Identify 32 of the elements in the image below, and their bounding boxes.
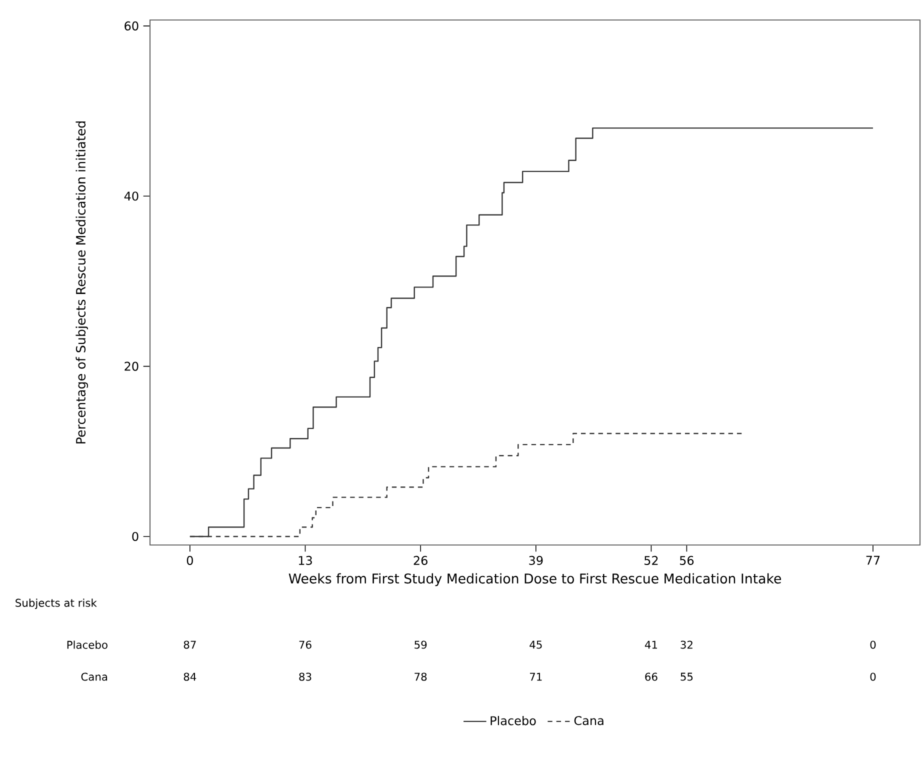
x-tick-label: 77 — [866, 556, 880, 565]
y-tick-label: 60 — [124, 21, 138, 30]
x-tick-label: 52 — [644, 556, 658, 565]
text: 84 — [184, 672, 196, 681]
x-tick-label: 26 — [414, 556, 428, 565]
text: 59 — [414, 640, 427, 649]
text: 41 — [644, 640, 658, 649]
text: 76 — [299, 640, 312, 649]
x-tick-label: 56 — [680, 556, 694, 565]
y-tick-label: 0 — [132, 532, 138, 542]
text: Placebo — [67, 640, 108, 649]
legend-label: Cana — [574, 716, 604, 726]
text: 0 — [870, 672, 876, 681]
text: 87 — [184, 640, 196, 649]
text: Subjects at risk — [16, 598, 97, 609]
y-tick-label: 40 — [124, 192, 138, 201]
text: 45 — [530, 640, 542, 649]
text: 66 — [645, 672, 658, 681]
text: 55 — [680, 672, 693, 681]
x-tick-label: 13 — [298, 556, 312, 565]
text: 83 — [299, 672, 312, 681]
text: 32 — [680, 640, 692, 649]
x-tick-label: 39 — [529, 556, 543, 565]
y-tick-label: 20 — [124, 362, 138, 371]
x-axis-title: Weeks from First Study Medication Dose to First Rescue Medication Intake — [288, 573, 782, 586]
text: 71 — [530, 672, 542, 681]
y-axis-title: Percentage of Subjects Rescue Medication initiated — [76, 121, 88, 444]
text: 78 — [414, 672, 427, 681]
text: 0 — [870, 640, 876, 649]
x-tick-label: 0 — [186, 556, 193, 565]
legend-label: Placebo — [490, 716, 536, 726]
text: Cana — [81, 672, 108, 681]
